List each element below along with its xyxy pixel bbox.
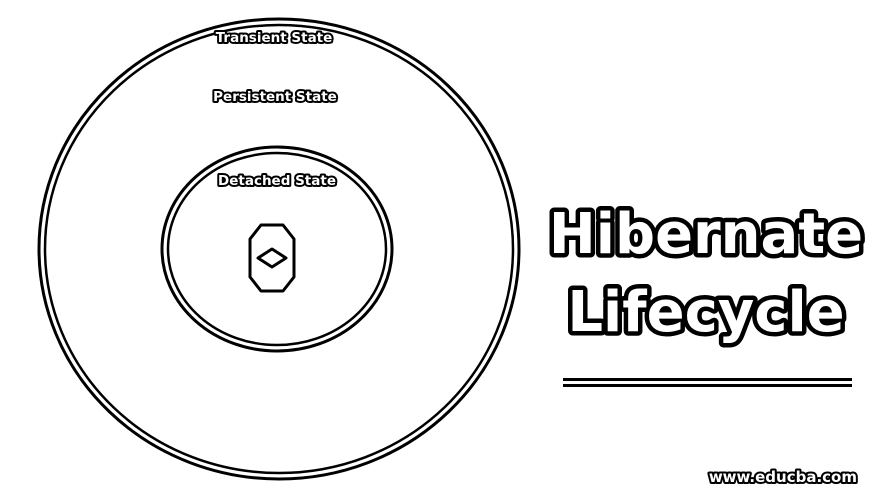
detached-state-circle bbox=[160, 145, 394, 353]
title-underline bbox=[563, 378, 852, 387]
title-line-2: Lifecycle bbox=[567, 280, 844, 345]
educba-watermark: www.educba.com bbox=[709, 468, 857, 486]
hibernate-object-icon bbox=[248, 223, 296, 293]
detached-state-label: Detached State bbox=[218, 173, 336, 189]
diagram-title: Hibernate Lifecycle bbox=[544, 198, 867, 350]
persistent-state-label: Persistent State bbox=[213, 89, 337, 105]
outer-state-circle bbox=[37, 17, 521, 481]
title-line-1: Hibernate bbox=[549, 202, 863, 267]
transient-state-label: Transient State bbox=[216, 30, 333, 46]
